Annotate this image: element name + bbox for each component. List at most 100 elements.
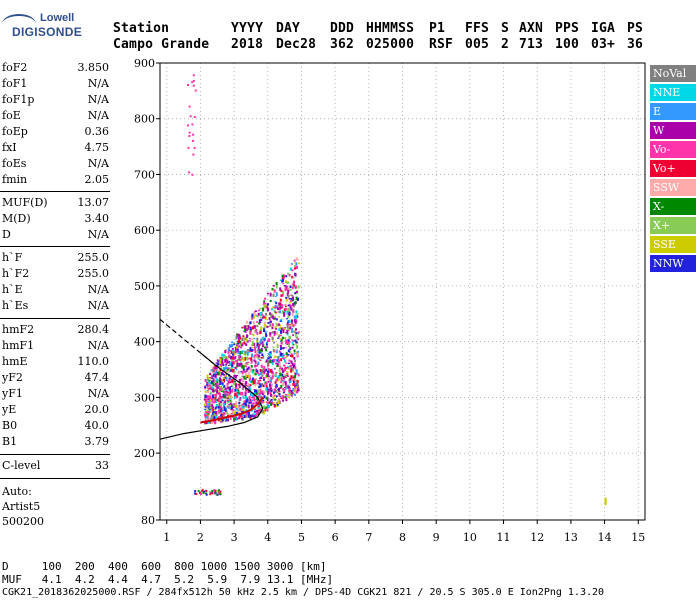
echo-mark: [209, 406, 212, 410]
echo-mark: [273, 330, 276, 335]
param-row: yF2 47.4: [2, 371, 109, 387]
echo-mark: [231, 366, 233, 369]
echo-mark: [265, 374, 267, 378]
param-row: B1 3.79: [2, 435, 109, 451]
echo-mark: [228, 347, 230, 352]
echo-mark: [274, 355, 276, 358]
echo-mark: [230, 385, 233, 387]
echo-mark: [272, 315, 274, 319]
y-tick-label: 400: [134, 336, 155, 349]
echo-mark: [287, 289, 290, 294]
echo-mark: [213, 411, 216, 413]
x-tick-label: 11: [497, 531, 511, 544]
echo-mark: [209, 418, 212, 420]
echo-mark: [291, 283, 294, 285]
echo-mark: [226, 360, 229, 364]
echo-mark: [289, 384, 292, 386]
echo-mark: [278, 335, 280, 338]
echo-mark: [282, 396, 284, 400]
echo-mark: [258, 382, 261, 386]
echo-mark: [256, 365, 259, 367]
echo-mark: [239, 353, 242, 356]
y-tick-label: 900: [134, 57, 155, 70]
echo-mark: [214, 398, 217, 401]
echo-mark: [258, 319, 261, 323]
echo-mark: [208, 381, 211, 385]
echo-mark: [288, 298, 291, 300]
echo-mark: [237, 386, 240, 389]
echo-mark: [262, 405, 265, 409]
echo-mark: [242, 395, 245, 399]
echo-mark: [233, 406, 236, 408]
echo-mark: [278, 393, 281, 396]
param-name: hmE: [2, 355, 28, 368]
echo-mark: [228, 368, 231, 372]
echo-mark: [286, 371, 289, 375]
echo-mark: [258, 389, 260, 393]
echo-mark: [249, 329, 252, 333]
echo-mark: [235, 335, 238, 339]
echo-mark: [254, 383, 257, 387]
echo-mark: [263, 323, 266, 327]
echo-mark: [283, 357, 286, 361]
echo-mark: [251, 400, 254, 402]
echo-mark: [245, 400, 248, 404]
echo-mark: [204, 406, 207, 408]
echo-mark: [216, 363, 219, 367]
echo-mark: [289, 380, 292, 384]
echo-mark: [285, 298, 288, 302]
echo-mark: [220, 357, 222, 359]
echo-mark: [235, 387, 238, 389]
profile-curves: [159, 318, 264, 440]
hdr-ps: PS: [627, 21, 644, 36]
echo-mark: [206, 382, 209, 387]
echo-mark: [289, 285, 292, 289]
echo-mark: [284, 285, 287, 287]
echo-mark: [290, 360, 293, 364]
echo-mark: [243, 341, 246, 345]
echo-mark: [268, 317, 271, 320]
echo-mark: [239, 355, 242, 359]
echo-mark: [293, 340, 296, 342]
echo-mark: [291, 378, 294, 380]
echo-mark: [254, 350, 257, 354]
echo-mark: [238, 383, 241, 386]
echo-mark: [265, 333, 268, 338]
param-value: N/A: [87, 387, 109, 400]
param-value: 47.4: [84, 371, 110, 384]
echo-mark: [191, 123, 194, 126]
echo-mark: [238, 379, 241, 383]
echo-mark: [222, 364, 225, 366]
param-value: 33: [95, 459, 109, 472]
echo-mark: [239, 404, 242, 407]
echo-mark: [215, 382, 218, 385]
echo-mark: [264, 330, 267, 334]
echo-mark: [283, 364, 286, 367]
echo-mark: [215, 393, 217, 397]
echo-mark: [291, 313, 294, 316]
echo-mark: [201, 489, 204, 492]
param-name: h`E: [2, 283, 23, 296]
echo-mark: [263, 302, 266, 305]
echo-mark: [235, 346, 238, 349]
echo-mark: [273, 404, 275, 406]
echo-mark: [275, 282, 278, 286]
param-row: foF1p N/A: [2, 93, 109, 109]
echo-mark: [224, 392, 227, 396]
echo-mark: [296, 313, 299, 315]
echo-mark: [215, 401, 217, 404]
echo-mark: [192, 74, 195, 77]
echo-mark: [215, 362, 218, 364]
echo-mark: [210, 491, 213, 494]
echo-mark: [205, 412, 208, 417]
echo-mark: [253, 400, 256, 402]
echo-mark: [222, 411, 225, 416]
echo-mark: [263, 390, 266, 395]
echo-mark: [249, 377, 251, 381]
echo-mark: [206, 379, 209, 382]
echo-mark: [293, 364, 295, 368]
echo-mark: [275, 285, 278, 289]
echo-mark: [256, 353, 259, 357]
echo-mark: [239, 361, 242, 363]
echo-mark: [267, 360, 270, 363]
